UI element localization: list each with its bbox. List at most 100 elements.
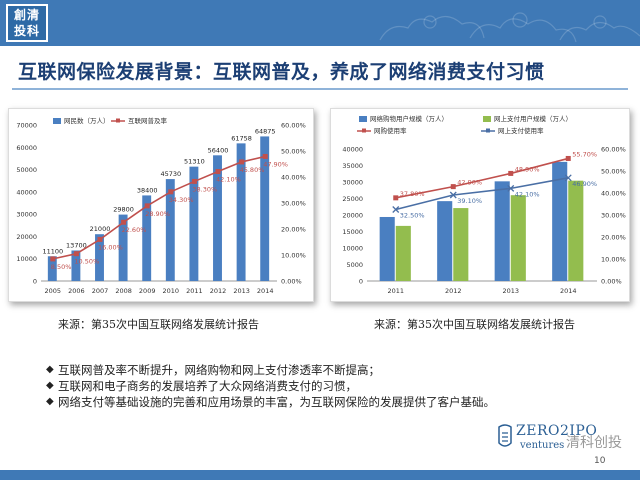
legend-swatch — [359, 116, 367, 122]
x-tick-label: 2011 — [387, 287, 404, 295]
x-tick-label: 2009 — [139, 287, 156, 295]
bullet-text: 互联网普及率不断提升，网络购物和网上支付渗透率不断提高； — [58, 363, 380, 377]
bar — [236, 143, 246, 281]
y-left-tick-label: 20000 — [16, 233, 37, 241]
bar — [95, 234, 104, 281]
bullet-item: ◆ 网络支付等基础设施的完善和应用场景的丰富，为互联网保险的发展提供了客户基础。 — [46, 394, 626, 410]
line-data-label: 28.90% — [145, 210, 170, 218]
line-data-label: 10.50% — [74, 258, 99, 266]
series-line — [395, 157, 569, 199]
bar-data-label: 51310 — [184, 158, 205, 166]
line-data-label: 38.30% — [192, 185, 217, 193]
bar — [189, 166, 199, 281]
legend-label: 网购使用率 — [374, 126, 407, 135]
legend-swatch — [483, 116, 491, 122]
legend-label: 网络购物用户规模（万人） — [370, 114, 448, 123]
company-logo: 創清投科 — [6, 4, 48, 42]
y-right-tick-label: 0.00% — [281, 278, 302, 286]
line-point — [168, 189, 174, 195]
page-title: 互联网保险发展背景：互联网普及，养成了网络消费支付习惯 — [18, 61, 545, 83]
legend-swatch — [53, 118, 61, 124]
line-data-label: 42.10% — [216, 176, 241, 184]
bullet-item: ◆ 互联网普及率不断提升，网络购物和网上支付渗透率不断提高； — [46, 362, 626, 378]
bar — [379, 216, 395, 281]
y-right-tick-label: 50.00% — [281, 148, 306, 156]
legend-label: 网民数（万人） — [64, 116, 110, 125]
header-cloud-pattern — [379, 12, 640, 43]
bullet-diamond-icon: ◆ — [46, 380, 54, 391]
bar — [453, 208, 469, 281]
line-data-label: 42.90% — [457, 179, 482, 187]
line-data-label: 37.80% — [400, 190, 425, 198]
bar-data-label: 11100 — [42, 247, 63, 255]
legend-label: 网上支付用户规模（万人） — [494, 114, 572, 123]
y-left-tick-label: 5000 — [346, 261, 363, 269]
title-divider — [12, 88, 628, 90]
y-left-tick-label: 15000 — [342, 228, 363, 236]
x-tick-label: 2005 — [45, 287, 62, 295]
y-right-tick-label: 20.00% — [281, 226, 306, 234]
line-data-label: 34.30% — [169, 196, 194, 204]
chart-online-payment: 0 5000 10000 15000 20000 25000 30000 35000 40000… — [342, 114, 626, 295]
page-number: 10 — [594, 456, 606, 466]
line-data-label: 39.10% — [457, 197, 482, 205]
line-point — [144, 203, 150, 209]
chart-internet-users: 0 10000 20000 30000 40000 50000 60000 70000 0.00… — [16, 116, 306, 295]
x-tick-label: 2012 — [210, 287, 227, 295]
bar — [142, 195, 152, 281]
chart-internet-users-panel: 0 10000 20000 30000 40000 50000 60000 70000 0.00… — [8, 108, 314, 302]
header-band: 創清投科 — [0, 0, 640, 46]
bullet-diamond-icon: ◆ — [46, 396, 54, 407]
bar — [552, 161, 568, 281]
line-point — [564, 174, 572, 182]
line-data-label: 55.70% — [572, 150, 597, 158]
line-point — [565, 155, 571, 161]
bar — [260, 136, 270, 281]
line-point — [97, 236, 103, 242]
watermark-text: 清科创投 — [566, 435, 622, 451]
zero2ipo-logo: ZERO2IPO ventures — [496, 423, 597, 457]
legend-marker — [362, 128, 366, 133]
line-point — [73, 251, 79, 257]
bar-data-label: 45730 — [160, 170, 181, 178]
bar — [494, 181, 510, 281]
y-left-tick-label: 40000 — [16, 188, 37, 196]
y-right-tick-label: 60.00% — [601, 146, 626, 154]
y-left-tick-label: 60000 — [16, 144, 37, 152]
line-data-label: 8.50% — [51, 263, 72, 271]
bar-data-label: 56400 — [208, 146, 229, 154]
y-right-tick-label: 10.00% — [601, 256, 626, 264]
line-point — [215, 169, 221, 175]
y-left-tick-label: 10000 — [16, 255, 37, 263]
y-right-tick-label: 40.00% — [281, 174, 306, 182]
chart-online-payment-panel: 0 5000 10000 15000 20000 25000 30000 35000 40000… — [330, 108, 630, 302]
series-line — [395, 177, 569, 211]
y-left-tick-label: 0 — [359, 278, 363, 286]
brand-name: ZERO2IPO — [516, 423, 598, 439]
line-data-label: 16.00% — [98, 243, 123, 251]
x-tick-label: 2012 — [445, 287, 462, 295]
line-data-label: 45.80% — [240, 166, 265, 174]
bullet-item: ◆ 互联网和电子商务的发展培养了大众网络消费支付的习惯， — [46, 378, 626, 394]
line-point — [121, 219, 127, 225]
line-data-label: 47.90% — [263, 160, 288, 168]
line-point — [50, 256, 56, 262]
y-right-tick-label: 60.00% — [281, 122, 306, 130]
legend-label: 互联网普及率 — [128, 116, 168, 125]
legend-label: 网上支付使用率 — [498, 126, 544, 135]
y-left-tick-label: 30000 — [16, 211, 37, 219]
brand-subtitle: ventures — [520, 440, 565, 451]
x-tick-label: 2011 — [186, 287, 203, 295]
line-point — [450, 184, 456, 190]
bar — [47, 256, 57, 281]
line-point — [507, 184, 515, 192]
bullet-diamond-icon: ◆ — [46, 364, 54, 375]
x-tick-label: 2013 — [233, 287, 250, 295]
series-line — [52, 155, 266, 260]
bullet-text: 互联网和电子商务的发展培养了大众网络消费支付的习惯， — [58, 379, 357, 393]
y-left-tick-label: 25000 — [342, 195, 363, 203]
brand-emblem-icon — [498, 424, 512, 447]
x-tick-label: 2008 — [115, 287, 132, 295]
y-right-tick-label: 20.00% — [601, 234, 626, 242]
